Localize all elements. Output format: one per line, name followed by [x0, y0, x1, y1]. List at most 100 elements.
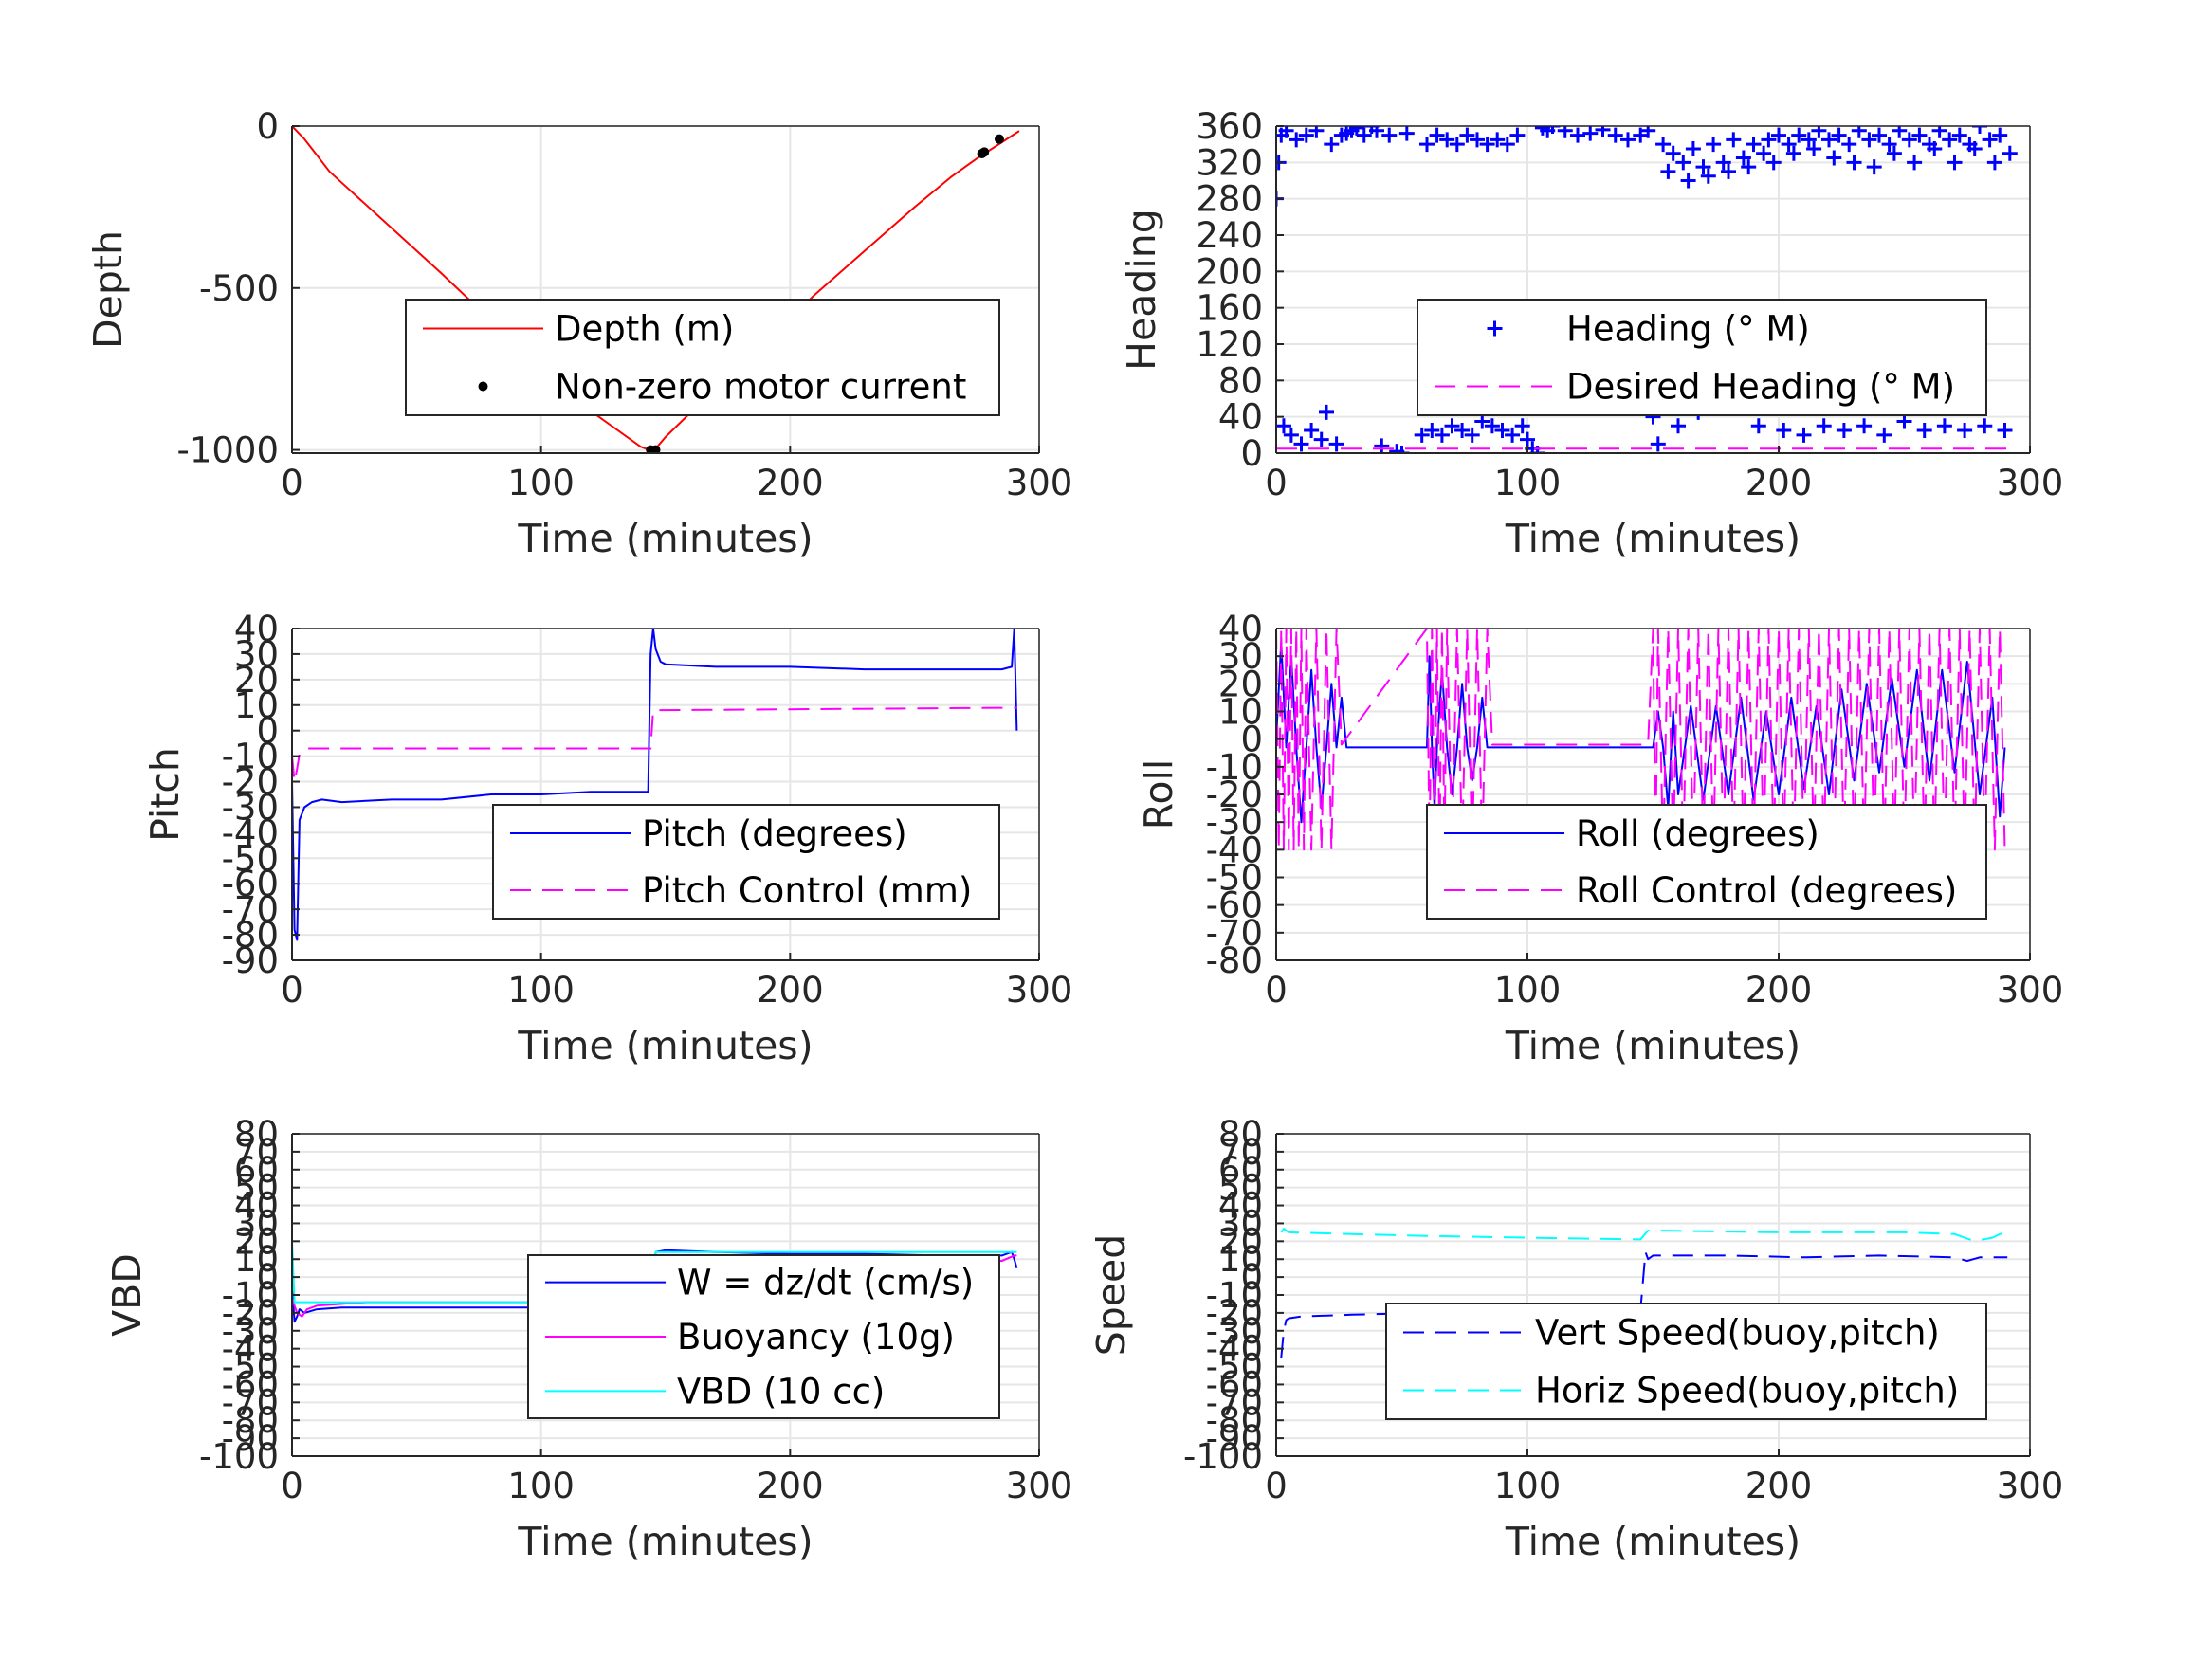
vbd-y-tick-label: 60 — [234, 1150, 279, 1191]
heading-series-0-marker — [1474, 413, 1490, 429]
heading-series-0-marker — [1901, 132, 1917, 148]
speed-y-tick-label: -100 — [1183, 1436, 1263, 1477]
heading-series-0-marker — [1836, 423, 1852, 439]
heading-series-0-marker — [1671, 418, 1686, 434]
heading-series-0-marker — [1444, 418, 1460, 434]
vbd-x-tick-label: 0 — [281, 1466, 303, 1506]
vbd-y-tick-label: 0 — [256, 1257, 279, 1298]
speed-y-tick-label: 0 — [1240, 1257, 1263, 1298]
speed-legend: Vert Speed(buoy,pitch) Horiz Speed(buoy,p… — [1385, 1303, 1987, 1420]
heading-series-0-marker — [1324, 137, 1340, 153]
depth-x-tick-label: 0 — [281, 463, 303, 503]
depth-y-tick-label: -500 — [199, 268, 279, 309]
heading-series-0-marker — [1655, 137, 1672, 153]
roll-y-tick-label: -40 — [1206, 830, 1263, 870]
heading-y-axis-label: Heading — [1119, 209, 1164, 371]
heading-series-0-marker — [1459, 127, 1475, 143]
depth-x-tick-label: 200 — [757, 463, 824, 503]
heading-series-0-marker — [1545, 126, 1561, 134]
heading-series-0-marker — [1907, 155, 1923, 171]
pitch-y-tick-label: -80 — [222, 915, 279, 956]
heading-series-0-marker — [1328, 436, 1344, 452]
pitch-x-axis-label: Time (minutes) — [517, 1023, 813, 1068]
pitch-y-tick-label: 0 — [256, 711, 279, 752]
speed-legend-label: Horiz Speed(buoy,pitch) — [1535, 1371, 1959, 1412]
heading-y-tick-label: 360 — [1196, 106, 1263, 147]
roll-y-tick-label: -80 — [1206, 940, 1263, 981]
heading-series-0-marker — [1675, 155, 1691, 171]
vbd-y-tick-label: -20 — [222, 1293, 279, 1334]
pitch-plot-area — [292, 629, 1018, 941]
speed-y-tick-label: 30 — [1218, 1203, 1263, 1244]
speed-plot-area — [1280, 1228, 2008, 1358]
depth-x-tick-label: 100 — [507, 463, 575, 503]
pitch-y-axis-label: Pitch — [142, 747, 188, 842]
heading-series-0-marker — [1911, 127, 1928, 143]
heading-series-0-marker — [1414, 427, 1430, 443]
heading-series-0-marker — [1986, 155, 2002, 171]
heading-series-0-marker — [1951, 127, 1967, 143]
heading-series-0-marker — [1816, 418, 1832, 434]
heading-series-0-marker — [1947, 155, 1963, 171]
heading-series-0-marker — [1916, 423, 1932, 439]
heading-x-tick-label: 200 — [1746, 463, 1813, 503]
vbd-y-tick-label: 70 — [234, 1132, 279, 1173]
heading-series-0-marker — [1872, 127, 1887, 143]
speed-series-1-line — [1280, 1228, 2008, 1243]
pitch-y-tick-label: -10 — [222, 737, 279, 777]
vbd-y-tick-label: -80 — [222, 1400, 279, 1441]
heading-legend: Heading (° M) Desired Heading (° M) — [1417, 299, 1987, 416]
heading-series-0-marker — [1927, 140, 1943, 156]
heading-series-0-marker — [1381, 127, 1398, 143]
pitch-y-tick-label: -30 — [222, 787, 279, 828]
depth-y-axis-label: Depth — [85, 230, 131, 349]
heading-series-0-marker — [1424, 423, 1440, 439]
heading-y-tick-label: 320 — [1196, 142, 1263, 183]
vbd-y-tick-label: 20 — [234, 1221, 279, 1262]
heading-plot-area — [1276, 126, 2018, 453]
heading-series-0-marker — [1876, 427, 1892, 443]
heading-series-0-marker — [1796, 427, 1812, 443]
pitch-panel: 0 100 200 300403020100-10-20-30-40-50-60-70… — [142, 609, 1072, 1068]
heading-series-0-marker — [1650, 436, 1666, 452]
heading-series-0-marker — [1276, 418, 1291, 434]
heading-legend-swatch — [1487, 320, 1503, 337]
roll-legend-box — [1426, 804, 1987, 920]
roll-y-tick-label: -60 — [1206, 885, 1263, 926]
speed-legend-box — [1385, 1303, 1987, 1420]
roll-series-0-line — [1276, 641, 2006, 824]
heading-series-0-marker — [1735, 150, 1751, 166]
depth-plot-area — [292, 126, 1020, 453]
roll-y-tick-label: -10 — [1206, 747, 1263, 788]
heading-series-0-marker — [1992, 127, 2008, 143]
roll-x-tick-label: 200 — [1746, 970, 1813, 1011]
heading-series-0-marker — [1680, 173, 1696, 189]
heading-series-0-marker — [1771, 127, 1786, 143]
heading-series-0-marker — [1607, 127, 1623, 143]
heading-series-0-marker — [1479, 137, 1495, 153]
roll-legend: Roll (degrees) Roll Control (degrees) — [1426, 804, 1987, 920]
heading-series-0-marker — [1982, 132, 1998, 148]
heading-series-0-marker — [1484, 418, 1500, 434]
heading-series-0-marker — [1866, 159, 1882, 175]
heading-series-0-marker — [1841, 137, 1857, 153]
heading-series-0-marker — [1942, 132, 1958, 148]
heading-series-0-marker — [1356, 127, 1372, 143]
heading-series-0-marker — [1374, 438, 1390, 453]
pitch-x-tick-label: 0 — [281, 970, 303, 1011]
vbd-y-tick-label: -60 — [222, 1364, 279, 1405]
heading-series-0-marker — [1831, 127, 1847, 143]
pitch-y-tick-label: -50 — [222, 838, 279, 879]
heading-series-0-marker — [1278, 126, 1294, 138]
heading-series-0-marker — [1936, 418, 1952, 434]
roll-y-tick-label: -70 — [1206, 913, 1263, 954]
vbd-y-tick-label: 50 — [234, 1168, 279, 1209]
vbd-y-tick-label: 10 — [234, 1239, 279, 1280]
roll-y-tick-label: 30 — [1218, 636, 1263, 677]
vbd-legend-label: W = dz/dt (cm/s) — [677, 1263, 974, 1304]
depth-y-tick-label: -1000 — [176, 430, 279, 471]
depth-x-axis-label: Time (minutes) — [517, 516, 813, 561]
vbd-y-tick-label: 80 — [234, 1114, 279, 1155]
speed-y-tick-label: -90 — [1206, 1418, 1263, 1459]
